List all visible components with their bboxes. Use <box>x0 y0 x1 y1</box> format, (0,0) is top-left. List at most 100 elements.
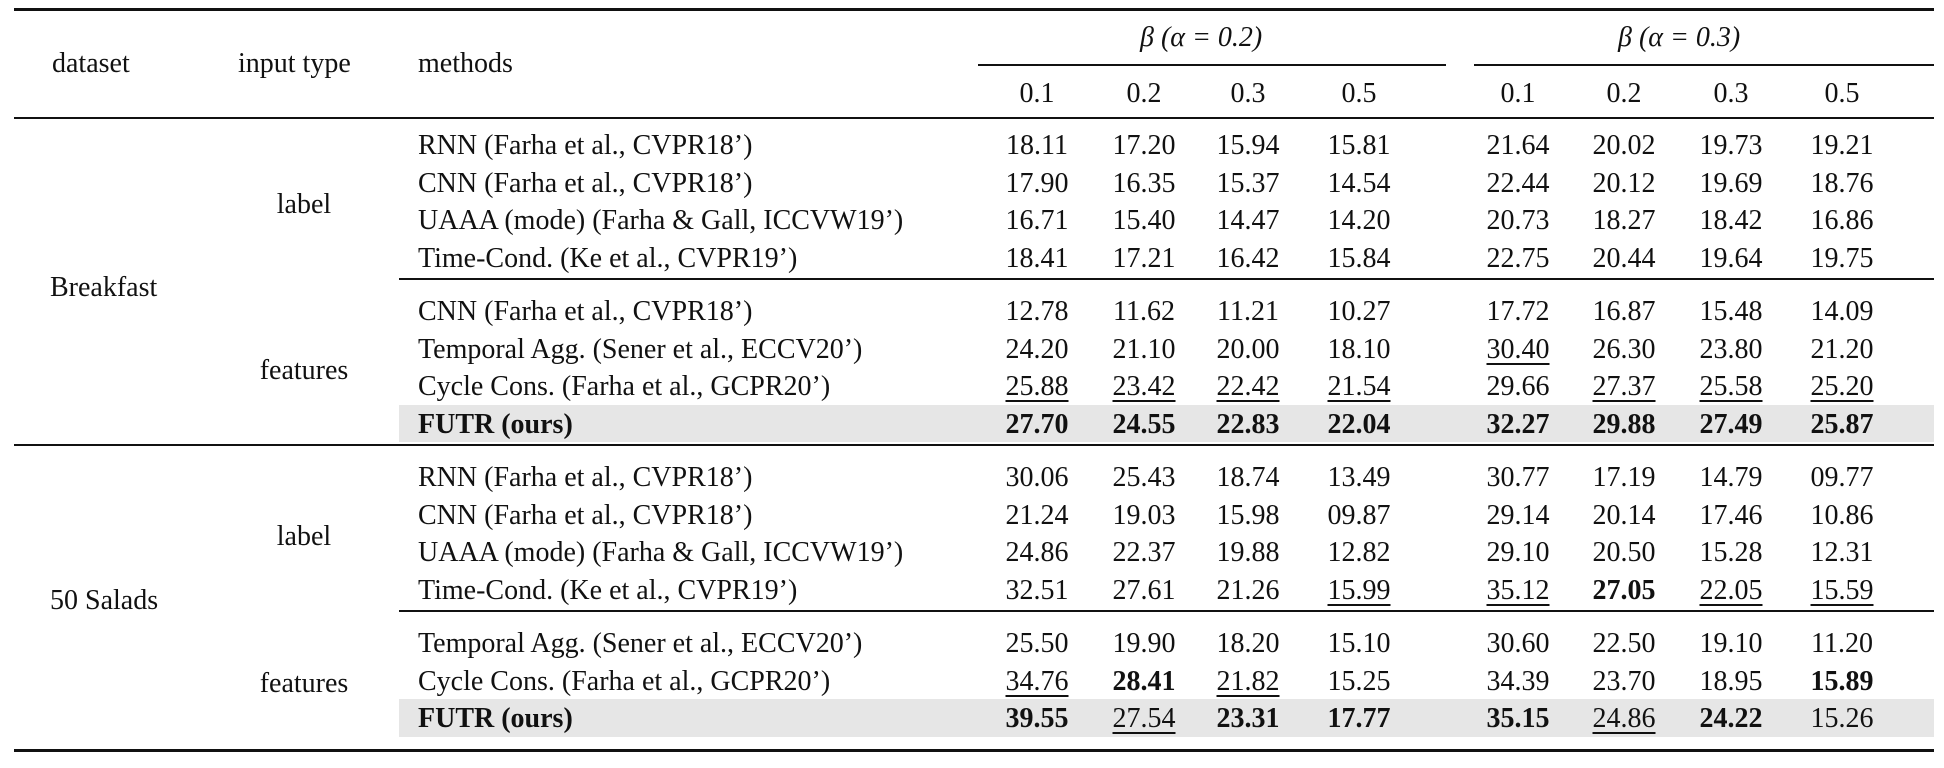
value-cell: 15.59 <box>1810 574 1874 606</box>
value-cell: 14.47 <box>1216 205 1280 236</box>
dataset-label: Breakfast <box>50 272 158 303</box>
bottom-rule <box>14 749 1934 752</box>
value-cell: 20.50 <box>1592 537 1656 568</box>
value-cell: 15.81 <box>1327 130 1391 161</box>
method-name: RNN (Farha et al., CVPR18’) <box>418 462 753 493</box>
value-cell: 15.40 <box>1112 205 1176 236</box>
cmidrule-alpha-0-3 <box>1474 64 1934 66</box>
value-cell: 21.54 <box>1327 371 1391 402</box>
value-cell: 21.10 <box>1112 333 1176 365</box>
value-cell: 24.86 <box>1592 703 1656 734</box>
value-cell: 19.10 <box>1699 628 1763 659</box>
value-cell: 27.05 <box>1592 574 1656 606</box>
value-cell: 20.00 <box>1216 333 1280 365</box>
method-name: UAAA (mode) (Farha & Gall, ICCVW19’) <box>418 205 904 236</box>
value-cell: 24.20 <box>1005 333 1069 365</box>
header-dataset: dataset <box>52 48 130 79</box>
value-cell: 18.11 <box>1006 130 1068 161</box>
dataset-label: 50 Salads <box>50 585 159 617</box>
value-cell: 24.55 <box>1112 408 1176 440</box>
value-cell: 21.26 <box>1216 574 1280 606</box>
value-cell: 18.41 <box>1005 242 1069 274</box>
value-cell: 14.79 <box>1699 462 1763 493</box>
value-cell: 28.41 <box>1112 665 1176 697</box>
input-type-label: features <box>259 668 349 700</box>
dataset-separator-rule <box>14 444 1934 446</box>
value-cell: 13.49 <box>1327 462 1391 493</box>
header-beta-4: 0.5 <box>1341 78 1377 109</box>
method-name: FUTR (ours) <box>418 408 573 440</box>
value-cell: 20.12 <box>1592 167 1656 199</box>
value-cell: 14.20 <box>1327 205 1391 236</box>
value-cell: 22.44 <box>1486 167 1550 199</box>
value-cell: 12.31 <box>1810 537 1874 568</box>
header-group-alpha-0-3: β (α = 0.3) <box>1618 22 1741 53</box>
method-name: UAAA (mode) (Farha & Gall, ICCVW19’) <box>418 537 904 568</box>
value-cell: 30.06 <box>1005 462 1069 493</box>
value-cell: 22.50 <box>1592 628 1656 659</box>
value-cell: 24.22 <box>1699 703 1763 734</box>
results-table: dataset input type methods β (α = 0.2) β… <box>14 8 1934 760</box>
header-beta-8: 0.5 <box>1824 78 1860 109</box>
value-cell: 15.84 <box>1327 242 1391 274</box>
value-cell: 15.48 <box>1699 296 1763 327</box>
header-beta-1: 0.1 <box>1019 78 1055 109</box>
value-cell: 21.24 <box>1005 499 1069 531</box>
value-cell: 19.21 <box>1810 130 1874 161</box>
value-cell: 34.39 <box>1486 665 1550 697</box>
value-cell: 22.75 <box>1486 242 1550 274</box>
value-cell: 17.21 <box>1112 242 1176 274</box>
value-cell: 18.74 <box>1216 462 1280 493</box>
input-type-label: label <box>276 189 332 220</box>
value-cell: 14.54 <box>1327 167 1391 199</box>
value-cell: 30.77 <box>1486 462 1550 493</box>
value-cell: 11.20 <box>1811 628 1873 659</box>
value-cell: 22.04 <box>1327 408 1391 440</box>
value-cell: 15.37 <box>1216 167 1280 199</box>
value-cell: 27.49 <box>1699 408 1763 440</box>
value-cell: 18.10 <box>1327 333 1391 365</box>
method-name: Time-Cond. (Ke et al., CVPR19’) <box>418 574 798 606</box>
value-cell: 19.64 <box>1699 242 1763 274</box>
value-cell: 23.80 <box>1699 333 1763 365</box>
value-cell: 20.14 <box>1592 499 1656 531</box>
method-name: Cycle Cons. (Farha et al., GCPR20’) <box>418 371 831 402</box>
value-cell: 19.88 <box>1216 537 1280 568</box>
value-cell: 09.77 <box>1810 462 1874 493</box>
value-cell: 27.61 <box>1112 574 1176 606</box>
value-cell: 25.58 <box>1699 371 1763 402</box>
header-beta-7: 0.3 <box>1713 78 1749 109</box>
method-name: CNN (Farha et al., CVPR18’) <box>418 499 753 531</box>
ours-row-highlight <box>399 404 1934 442</box>
value-cell: 21.82 <box>1216 665 1280 697</box>
method-name: Temporal Agg. (Sener et al., ECCV20’) <box>418 628 863 659</box>
value-cell: 15.89 <box>1810 665 1874 697</box>
value-cell: 11.62 <box>1113 296 1175 327</box>
group-separator-rule <box>399 610 1934 612</box>
value-cell: 17.90 <box>1005 167 1069 199</box>
value-cell: 15.10 <box>1327 628 1391 659</box>
value-cell: 15.25 <box>1327 665 1391 697</box>
top-rule <box>14 8 1934 11</box>
value-cell: 22.83 <box>1216 408 1280 440</box>
value-cell: 35.12 <box>1486 574 1550 606</box>
cmidrule-alpha-0-2 <box>978 64 1446 66</box>
value-cell: 17.72 <box>1486 296 1550 327</box>
value-cell: 15.26 <box>1810 703 1874 734</box>
method-name: RNN (Farha et al., CVPR18’) <box>418 130 753 161</box>
value-cell: 19.75 <box>1810 242 1874 274</box>
value-cell: 20.44 <box>1592 242 1656 274</box>
value-cell: 39.55 <box>1005 703 1069 734</box>
value-cell: 16.35 <box>1112 167 1176 199</box>
header-rule <box>14 117 1934 119</box>
header-beta-2: 0.2 <box>1126 78 1162 109</box>
value-cell: 15.98 <box>1216 499 1280 531</box>
value-cell: 34.76 <box>1005 665 1069 697</box>
value-cell: 12.82 <box>1327 537 1391 568</box>
value-cell: 23.31 <box>1216 703 1280 734</box>
value-cell: 29.88 <box>1592 408 1656 440</box>
group-separator-rule <box>399 278 1934 280</box>
value-cell: 23.42 <box>1112 371 1176 402</box>
value-cell: 30.40 <box>1486 333 1550 365</box>
value-cell: 25.20 <box>1810 371 1874 402</box>
